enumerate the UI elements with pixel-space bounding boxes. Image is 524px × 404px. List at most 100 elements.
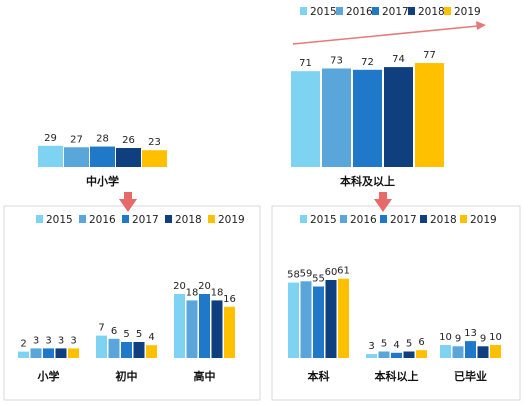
bar-top-left-中小学-2018 bbox=[116, 148, 141, 167]
bar-bottom-right-本科-2019 bbox=[338, 278, 349, 358]
bar-bottom-left-初中-2015 bbox=[96, 335, 107, 358]
value-label-bottom-right-本科以上-2016: 5 bbox=[381, 339, 387, 350]
value-label-top-right-本科及以上-2015: 71 bbox=[299, 58, 312, 69]
bar-bottom-right-本科以上-2018 bbox=[403, 351, 415, 358]
bar-bottom-right-本科-2017 bbox=[313, 286, 324, 358]
category-label-bottom-left-2: 高中 bbox=[194, 369, 216, 383]
bar-bottom-left-初中-2017 bbox=[121, 342, 132, 358]
bar-bottom-left-高中-2018 bbox=[211, 300, 223, 358]
bar-bottom-right-已毕业-2015 bbox=[440, 345, 451, 358]
legend-swatch-bottom-right-2018 bbox=[420, 215, 427, 223]
bar-bottom-left-小学-2017 bbox=[43, 348, 54, 358]
value-label-bottom-right-已毕业-2017: 13 bbox=[464, 328, 477, 339]
value-label-top-left-中小学-2015: 29 bbox=[44, 133, 57, 144]
bar-bottom-right-本科以上-2017 bbox=[391, 352, 402, 358]
legend-label-bottom-right-2017: 2017 bbox=[390, 214, 417, 226]
bar-bottom-left-小学-2018 bbox=[55, 348, 67, 358]
value-label-bottom-right-本科以上-2015: 3 bbox=[368, 341, 374, 352]
bar-bottom-right-已毕业-2019 bbox=[490, 345, 501, 358]
value-label-bottom-right-本科-2016: 59 bbox=[300, 268, 313, 279]
bar-bottom-right-已毕业-2018 bbox=[477, 346, 489, 358]
value-label-bottom-right-本科-2017: 55 bbox=[312, 274, 325, 285]
bar-top-right-本科及以上-2016 bbox=[322, 68, 351, 167]
bar-bottom-left-高中-2015 bbox=[174, 294, 185, 358]
bar-bottom-right-本科-2016 bbox=[300, 281, 312, 358]
bar-bottom-right-本科-2018 bbox=[325, 280, 337, 358]
value-label-bottom-right-已毕业-2016: 9 bbox=[455, 333, 461, 344]
category-label-top-left-0: 中小学 bbox=[86, 174, 119, 188]
bar-top-right-本科及以上-2019 bbox=[415, 63, 444, 167]
legend-swatch-top-right-2016 bbox=[336, 7, 343, 15]
bar-top-left-中小学-2016 bbox=[64, 147, 89, 167]
trend-arrow-head bbox=[476, 21, 486, 30]
bar-bottom-left-小学-2019 bbox=[68, 348, 79, 358]
category-label-bottom-right-1: 本科以上 bbox=[375, 369, 419, 383]
bar-bottom-right-本科以上-2015 bbox=[366, 354, 377, 358]
category-label-bottom-right-2: 已毕业 bbox=[454, 369, 487, 383]
legend-swatch-bottom-left-2019 bbox=[208, 215, 215, 223]
bar-bottom-right-已毕业-2017 bbox=[465, 341, 476, 358]
value-label-bottom-right-本科以上-2019: 6 bbox=[418, 337, 424, 348]
legends-layer: 2015 2016 2017 2018 2019 2015 2016 2017 2018 2019… bbox=[36, 6, 497, 226]
value-label-bottom-right-已毕业-2019: 10 bbox=[489, 332, 502, 343]
value-label-top-right-本科及以上-2018: 74 bbox=[392, 54, 405, 65]
bar-bottom-right-本科以上-2016 bbox=[378, 351, 390, 358]
value-label-bottom-right-已毕业-2015: 10 bbox=[439, 332, 452, 343]
legend-bottom-left: 2015 2016 2017 2018 2019 bbox=[36, 214, 245, 226]
value-label-bottom-left-高中-2015: 20 bbox=[173, 281, 186, 292]
bar-top-left-中小学-2015 bbox=[38, 145, 63, 167]
value-label-bottom-left-初中-2015: 7 bbox=[98, 323, 104, 334]
legend-top-right: 2015 2016 2017 2018 2019 bbox=[300, 6, 481, 18]
value-label-bottom-left-高中-2018: 18 bbox=[211, 287, 224, 298]
legend-swatch-bottom-left-2016 bbox=[79, 215, 86, 223]
value-label-top-right-本科及以上-2016: 73 bbox=[330, 55, 343, 66]
category-label-bottom-left-0: 小学 bbox=[37, 369, 60, 383]
value-label-bottom-right-本科以上-2017: 4 bbox=[393, 340, 399, 351]
value-label-bottom-left-初中-2017: 5 bbox=[123, 329, 129, 340]
bottom-right-panel-frame bbox=[271, 205, 521, 401]
legend-swatch-bottom-right-2017 bbox=[380, 215, 387, 223]
value-label-bottom-right-本科-2019: 61 bbox=[337, 266, 350, 277]
value-label-bottom-left-小学-2015: 2 bbox=[20, 339, 26, 350]
legend-swatch-top-right-2017 bbox=[372, 7, 379, 15]
legend-label-bottom-left-2015: 2015 bbox=[46, 214, 73, 226]
value-label-bottom-right-已毕业-2018: 9 bbox=[480, 333, 486, 344]
value-label-bottom-left-小学-2019: 3 bbox=[70, 335, 76, 346]
bar-bottom-left-高中-2016 bbox=[186, 300, 198, 358]
value-label-top-right-本科及以上-2017: 72 bbox=[361, 57, 374, 68]
bar-bottom-right-已毕业-2016 bbox=[452, 346, 464, 358]
bar-top-right-本科及以上-2018 bbox=[384, 67, 413, 167]
value-label-top-left-中小学-2018: 26 bbox=[122, 135, 135, 146]
value-label-bottom-left-高中-2016: 18 bbox=[186, 287, 199, 298]
value-label-bottom-left-高中-2019: 16 bbox=[223, 294, 236, 305]
bar-bottom-left-初中-2019 bbox=[146, 345, 157, 358]
bars-layer bbox=[18, 63, 501, 358]
bar-top-right-本科及以上-2017 bbox=[353, 69, 382, 167]
value-label-top-left-中小学-2016: 27 bbox=[70, 134, 83, 145]
legend-label-bottom-left-2016: 2016 bbox=[89, 214, 116, 226]
bar-bottom-right-本科-2015 bbox=[288, 282, 299, 358]
value-label-top-left-中小学-2019: 23 bbox=[148, 137, 161, 148]
down-arrow-left bbox=[119, 192, 137, 212]
legend-swatch-bottom-right-2019 bbox=[460, 215, 467, 223]
category-label-top-right-0: 本科及以上 bbox=[340, 174, 395, 188]
legend-label-bottom-left-2019: 2019 bbox=[218, 214, 245, 226]
value-label-bottom-left-初中-2018: 5 bbox=[136, 329, 142, 340]
legend-label-top-right-2019: 2019 bbox=[454, 6, 481, 18]
bar-top-left-中小学-2017 bbox=[90, 146, 115, 167]
legend-swatch-bottom-right-2015 bbox=[300, 215, 307, 223]
legend-label-bottom-left-2018: 2018 bbox=[175, 214, 202, 226]
bar-bottom-left-高中-2019 bbox=[224, 306, 235, 358]
value-label-bottom-left-高中-2017: 20 bbox=[198, 281, 211, 292]
value-label-bottom-left-小学-2016: 3 bbox=[33, 335, 39, 346]
category-label-bottom-left-1: 初中 bbox=[116, 369, 138, 383]
trend-arrow-line bbox=[292, 25, 479, 45]
value-label-bottom-right-本科以上-2018: 5 bbox=[406, 339, 412, 350]
value-label-bottom-right-本科-2015: 58 bbox=[287, 270, 300, 281]
category-label-bottom-right-0: 本科 bbox=[308, 369, 330, 383]
legend-label-bottom-right-2018: 2018 bbox=[430, 214, 457, 226]
legend-swatch-bottom-left-2015 bbox=[36, 215, 43, 223]
legend-label-top-right-2017: 2017 bbox=[382, 6, 409, 18]
